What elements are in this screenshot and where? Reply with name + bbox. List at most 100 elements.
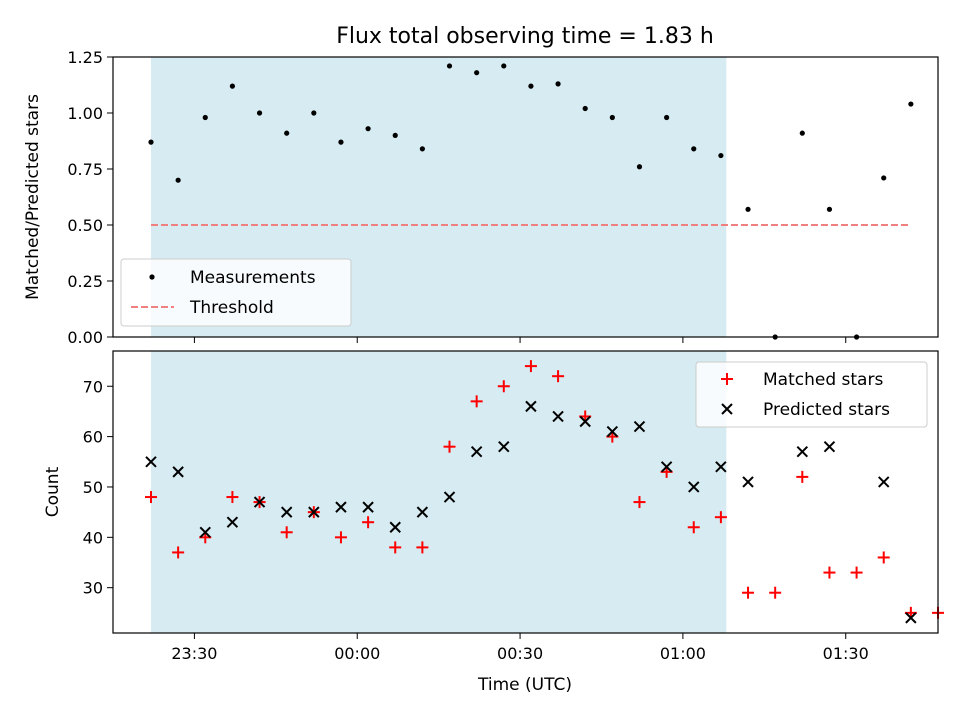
predicted-star-point [905,612,917,624]
matched-star-point [389,541,402,554]
measurement-point [474,70,480,76]
measurement-point [799,130,805,136]
predicted-star-point [253,496,266,508]
predicted-star-point [606,425,619,438]
measurement-point [419,146,425,152]
predicted-star-point [498,440,510,453]
y-tick-label: 30 [83,579,103,598]
x-tick-label: 23:30 [171,644,217,663]
matched-star-point [362,516,375,529]
x-tick-label: 00:00 [334,644,380,663]
x-tick-label: 01:00 [660,644,706,663]
bottom-y-axis-label: Count [43,466,63,517]
matched-star-point [687,521,700,534]
matched-star-point [416,541,429,554]
legend-matched-label: Matched stars [763,370,883,390]
predicted-star-point [525,400,537,413]
predicted-star-point [470,446,483,458]
predicted-star-point [742,476,754,488]
y-tick-label: 1.00 [67,104,103,123]
y-tick-label: 40 [83,528,103,547]
bottom-axes-frame [112,350,939,634]
predicted-star-point [172,466,184,478]
y-tick-label: 0.25 [67,272,103,291]
predicted-star-point [796,446,809,458]
predicted-star-point [823,440,836,453]
x-tick-label: 01:30 [823,644,869,663]
measurement-point [311,110,317,116]
predicted-star-point [226,516,239,528]
measurement-point [636,164,643,170]
predicted-star-point [715,461,727,473]
matched-star-point [877,551,890,564]
observing-span-shade [150,351,727,633]
measurement-point [609,114,615,121]
x-tick-label: 00:30 [497,644,543,663]
matched-star-point [443,440,456,453]
predicted-star-point [878,476,890,488]
count-panel: 30 40 50 60 70 23:30 00:00 00:30 01:00 01:30 Coun… [43,350,944,695]
chart-title: Flux total observing time = 1.83 h [336,24,714,49]
predicted-star-point [389,521,401,533]
y-tick-label: 70 [83,377,103,396]
matched-star-point [769,586,782,599]
y-tick-label: 60 [83,428,103,447]
predicted-star-point [335,501,347,513]
measurement-point [555,81,561,87]
predicted-star-point [280,506,293,518]
y-tick-label: 0.00 [67,328,103,347]
measurement-point [718,152,724,159]
top-legend: Measurements Threshold [120,258,352,327]
measurement-point [582,105,588,112]
measurement-point [826,206,833,212]
matched-star-point [552,370,565,383]
bottom-legend: Matched stars Predicted stars [695,361,928,428]
measurement-point [229,83,236,89]
matched-star-point [470,395,483,408]
matched-star-point [497,380,510,393]
legend-matched-marker [721,373,733,385]
measurement-point [338,139,344,145]
legend-predicted-marker [721,403,733,415]
legend-threshold-label: Threshold [189,298,274,318]
measurement-point [202,114,208,121]
predicted-star-point [579,415,591,428]
measurement-point [691,146,697,152]
matched-star-point [226,491,239,504]
predicted-star-point [416,506,429,518]
matched-star-point [714,511,727,524]
ratio-panel: Flux total observing time = 1.83 h 0.00 0… [23,24,939,347]
predicted-star-point [633,420,646,433]
predicted-star-point [362,501,374,513]
matched-star-point [524,360,537,373]
measurement-point [908,101,914,107]
measurement-point [501,63,507,69]
measurement-point [664,114,670,121]
legend-measurements-marker [149,274,155,280]
measurement-point [284,130,290,136]
y-tick-label: 0.50 [67,216,103,235]
matched-star-point [823,566,836,579]
predicted-star-point [688,481,700,493]
matched-star-point [334,531,347,544]
measurement-point [446,63,453,69]
measurement-point [175,177,181,183]
legend-measurements-label: Measurements [190,268,316,288]
top-axes-frame [112,56,939,338]
matched-star-point [796,470,809,483]
matched-star-point [172,546,185,559]
measurement-point [392,132,398,138]
legend-predicted-label: Predicted stars [763,400,890,420]
predicted-star-point [145,456,157,468]
predicted-star-point [443,491,456,503]
matched-star-point [633,496,646,509]
predicted-star-point [199,526,211,538]
matched-star-point [280,526,293,539]
y-tick-label: 50 [83,478,103,497]
measurement-point [148,139,154,145]
measurement-point [528,83,534,89]
top-y-axis-label: Matched/Predicted stars [23,94,43,300]
y-tick-label: 1.25 [67,48,103,67]
matched-star-point [144,491,157,504]
